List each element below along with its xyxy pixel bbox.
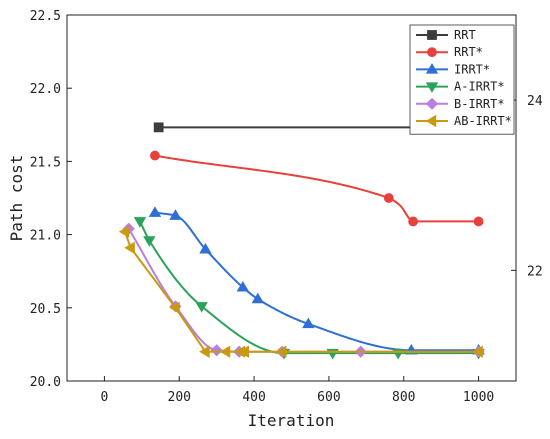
legend-entry: IRRT*	[416, 62, 490, 76]
data-point	[251, 292, 265, 304]
legend-marker	[425, 63, 439, 74]
legend-box	[409, 24, 515, 135]
data-point	[124, 241, 135, 254]
legend: RRT RRT* IRRT* A-IRRT* B-IRRT* AB-IRRT*	[409, 24, 515, 135]
x-tick-label: 800	[392, 390, 415, 405]
data-point	[219, 345, 231, 358]
legend-label: B-IRRT*	[454, 97, 505, 111]
data-point	[169, 209, 182, 220]
series-rrt-star	[150, 150, 484, 227]
data-point	[150, 150, 160, 161]
y-tick-label: 20.5	[30, 302, 61, 317]
legend-label: RRT*	[454, 45, 483, 59]
legend-label: RRT	[454, 28, 476, 42]
y2-tick-label: 24	[527, 94, 543, 109]
y2-tick-label: 22	[527, 264, 543, 279]
series-line	[139, 220, 479, 355]
series-line	[124, 231, 479, 353]
legend-marker	[425, 82, 439, 93]
legend-entry: A-IRRT*	[416, 80, 505, 94]
data-point	[199, 242, 212, 254]
data-point	[275, 345, 287, 358]
legend-entry: B-IRRT*	[416, 97, 505, 111]
data-point	[133, 217, 147, 228]
x-tick-label: 600	[317, 390, 340, 405]
data-point	[302, 317, 315, 329]
legend-marker	[425, 97, 439, 110]
legend-entry: RRT	[416, 28, 476, 42]
legend-marker	[427, 47, 437, 58]
y-tick-label: 21.0	[30, 229, 61, 244]
y-tick-label: 22.0	[30, 82, 61, 97]
x-axis-title: Iteration	[248, 411, 335, 430]
data-point	[153, 122, 164, 133]
legend-label: IRRT*	[454, 62, 490, 76]
series-irrt-star	[148, 206, 485, 355]
data-point	[210, 344, 223, 357]
legend-label: A-IRRT*	[454, 80, 505, 94]
legend-marker	[427, 30, 437, 40]
data-point	[383, 193, 394, 203]
data-point	[408, 216, 419, 227]
data-point	[195, 302, 208, 313]
series-ab-irrt-star	[118, 225, 483, 358]
x-tick-label: 400	[242, 390, 265, 405]
data-point	[238, 345, 249, 358]
y-tick-label: 21.5	[30, 155, 61, 170]
legend-label: AB-IRRT*	[454, 114, 512, 128]
series-line	[154, 154, 479, 223]
x-tick-label: 0	[101, 390, 109, 405]
x-tick-label: 200	[168, 390, 191, 405]
y-tick-label: 20.0	[30, 375, 61, 390]
y-axis-title: Path cost	[7, 155, 26, 242]
y-tick-label: 22.5	[30, 9, 61, 24]
data-point	[143, 236, 156, 247]
legend-entry: AB-IRRT*	[416, 114, 512, 128]
data-point	[473, 216, 484, 227]
legend-entry: RRT*	[416, 45, 483, 59]
x-tick-label: 1000	[463, 390, 494, 405]
data-point	[169, 301, 180, 314]
data-point	[199, 345, 210, 358]
data-point	[118, 225, 130, 238]
data-point	[472, 345, 483, 358]
legend-marker	[425, 114, 437, 128]
data-point	[236, 281, 250, 292]
data-point	[148, 206, 162, 217]
